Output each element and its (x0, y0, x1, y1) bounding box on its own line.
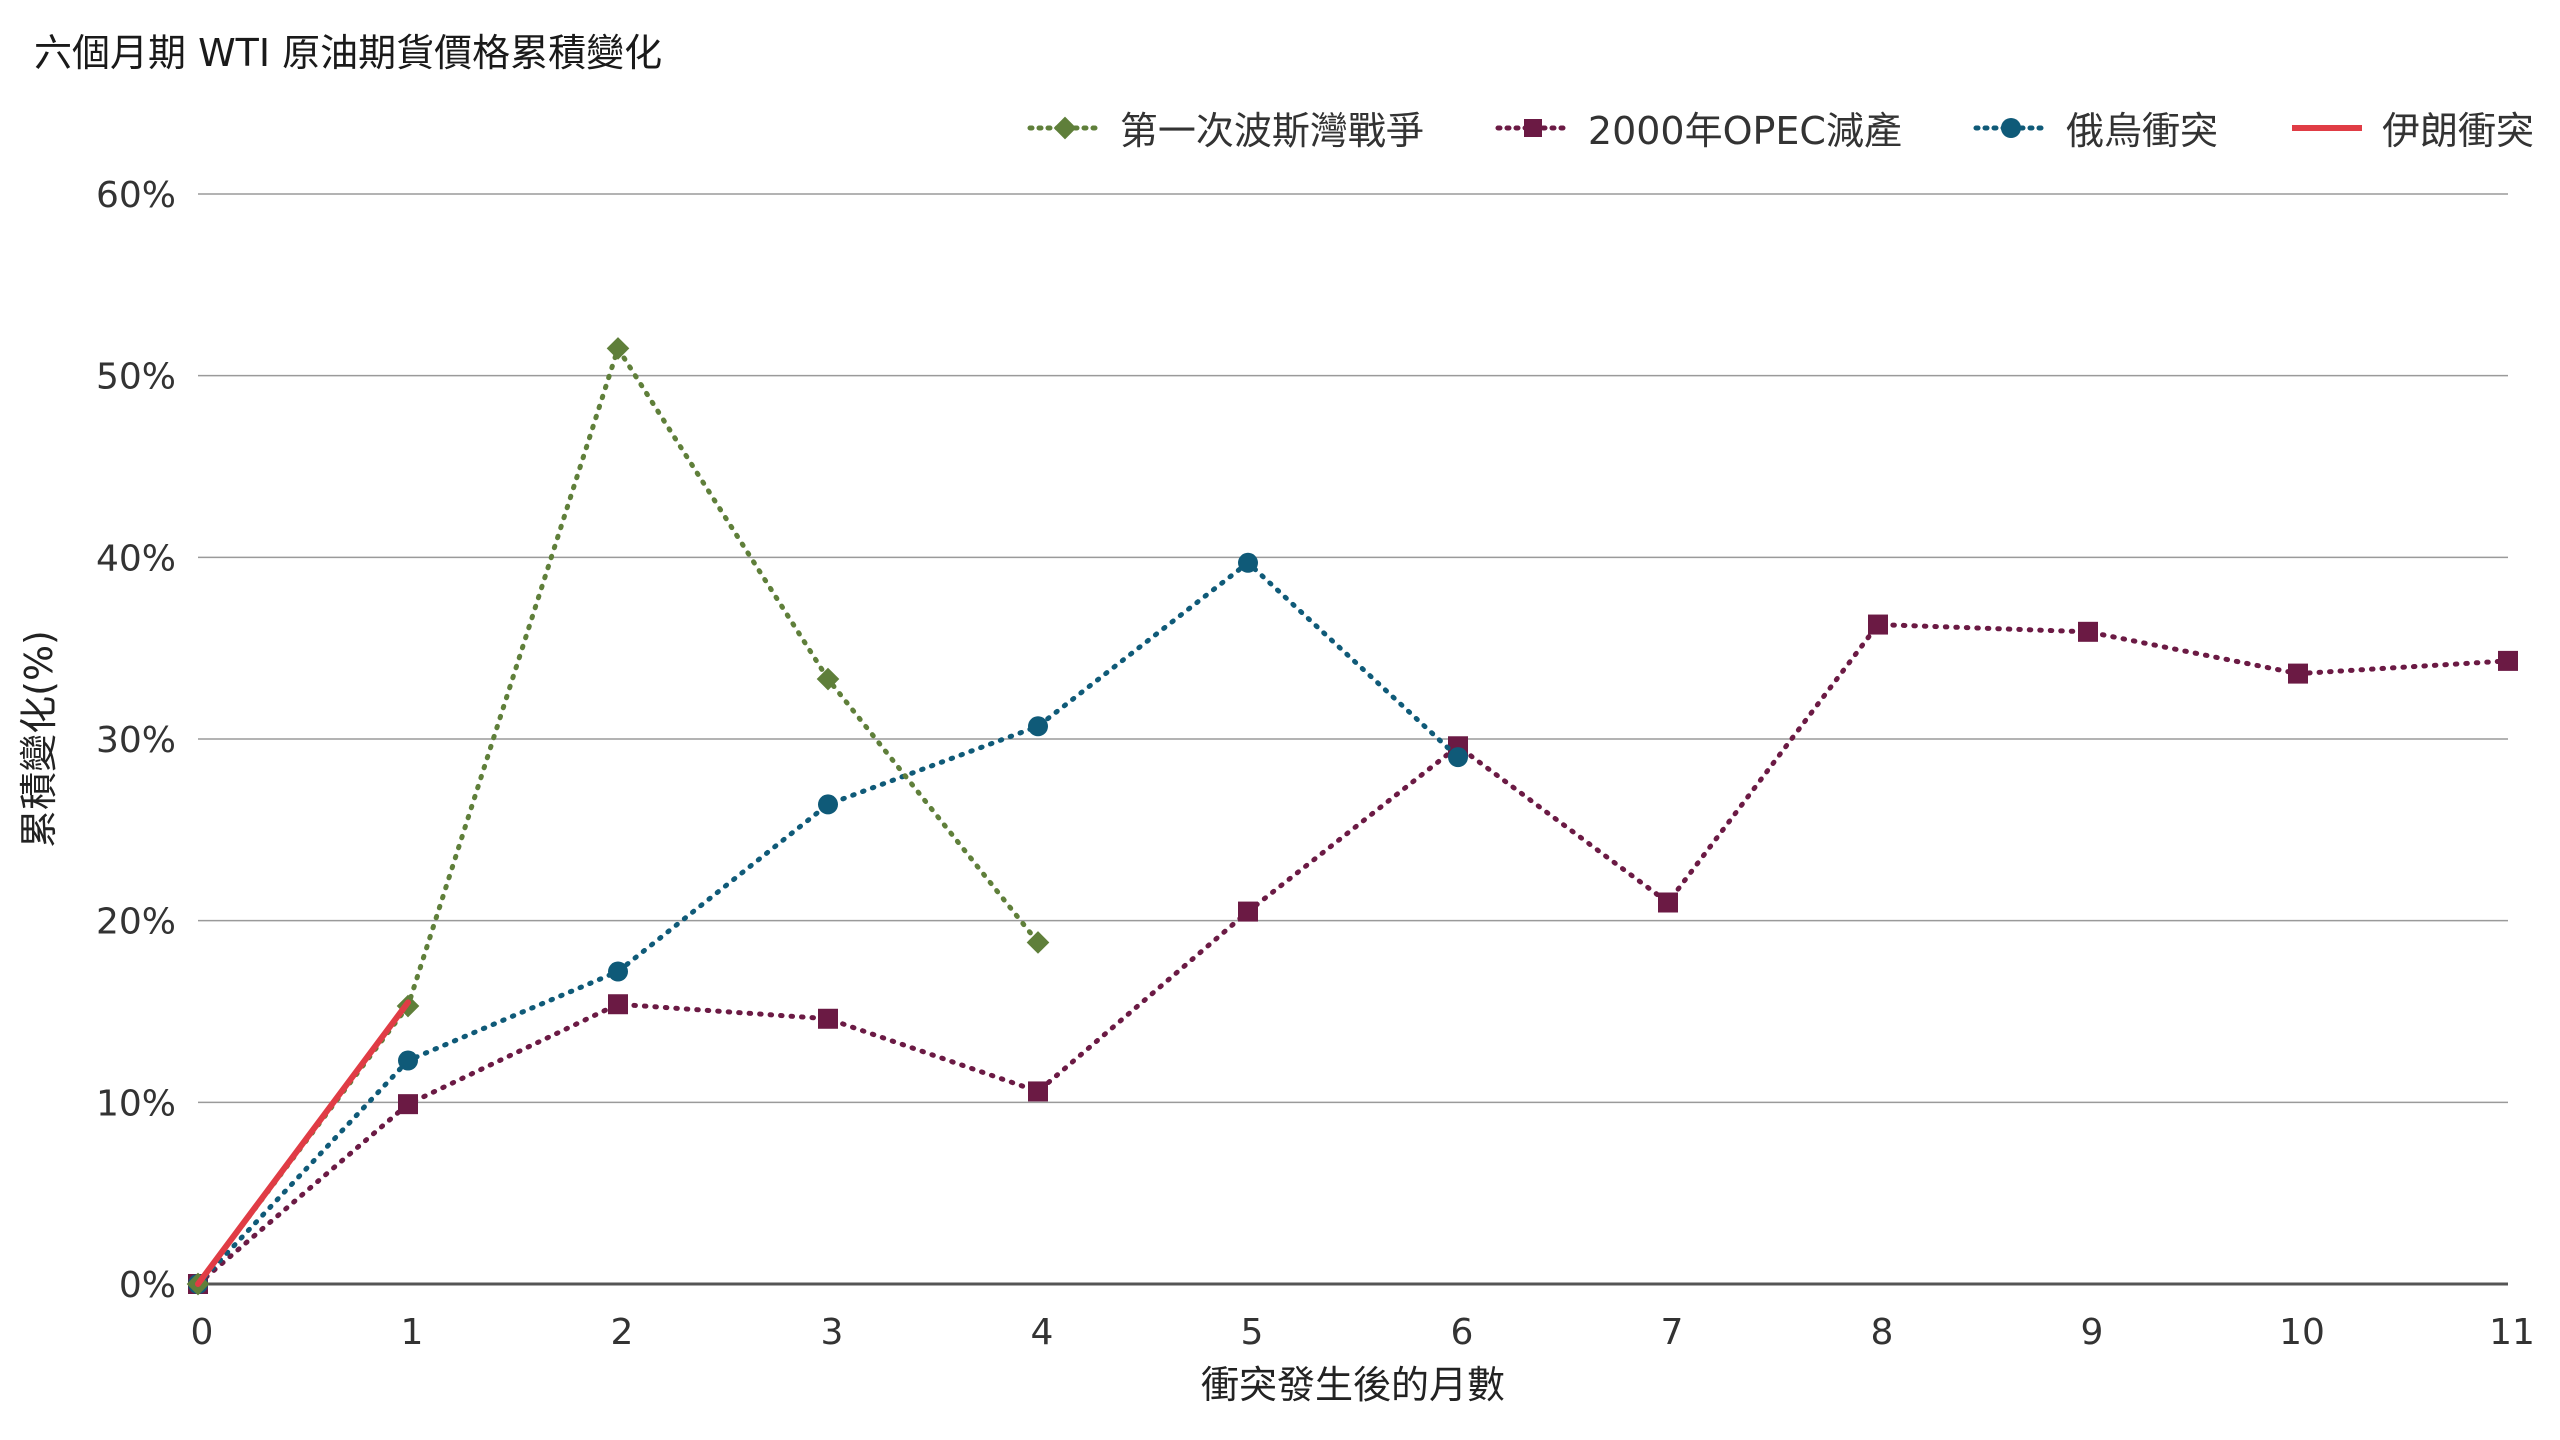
x-tick-label-8: 8 (1871, 1312, 1894, 1353)
series-1-point-9 (2078, 621, 2098, 642)
series-1-point-5 (1238, 901, 1258, 922)
legend-label-opec-cut: 2000年OPEC減產 (1587, 109, 1902, 153)
legend-item-opec-cut: 2000年OPEC減產 (1494, 100, 1902, 155)
x-tick-label-6: 6 (1451, 1312, 1474, 1353)
series-1-point-2 (608, 994, 628, 1015)
legend: 第一次波斯灣戰爭 2000年OPEC減產 俄烏衝突 伊朗衝突 (1026, 100, 2534, 155)
series-2 (188, 552, 1468, 1294)
x-tick-label-5: 5 (1241, 1312, 1264, 1353)
y-tick-label-6: 60% (96, 175, 176, 216)
x-tick-label-0: 0 (191, 1312, 214, 1353)
x-tick-label-1: 1 (401, 1312, 424, 1353)
y-axis-tick-labels: 0% 10% 20% 30% 40% 50% 60% (96, 175, 176, 1306)
legend-label-gulf-war: 第一次波斯灣戰爭 (1119, 109, 1424, 153)
legend-item-iran-conflict: 伊朗衝突 (2288, 100, 2534, 155)
x-tick-label-2: 2 (611, 1312, 634, 1353)
series-2-point-1 (398, 1050, 418, 1071)
series-1-point-11 (2498, 650, 2518, 671)
series-0-point-2 (606, 337, 630, 360)
series-0-point-3 (816, 667, 840, 691)
y-tick-label-1: 10% (96, 1083, 176, 1124)
legend-swatch-russia-ukraine (1973, 117, 2049, 138)
series-line-3 (195, 999, 411, 1287)
legend-swatch-gulf-war (1027, 116, 1103, 139)
series-3 (195, 999, 411, 1287)
legend-swatch-iran-conflict (2291, 124, 2362, 131)
series-layer (186, 337, 2518, 1296)
x-tick-label-10: 10 (2279, 1312, 2325, 1353)
chart-title: 六個月期 WTI 原油期貨價格累積變化 (34, 31, 663, 75)
series-1-point-1 (398, 1094, 418, 1115)
legend-label-russia-ukraine: 俄烏衝突 (2065, 109, 2218, 153)
y-axis-title: 累積變化(%) (17, 630, 61, 848)
gridlines (198, 193, 2508, 1286)
x-tick-label-11: 11 (2489, 1312, 2535, 1353)
x-tick-label-3: 3 (821, 1312, 844, 1353)
series-1-point-3 (818, 1008, 838, 1029)
legend-swatch-opec-cut (1495, 118, 1571, 137)
y-tick-label-2: 20% (96, 902, 176, 943)
x-tick-label-9: 9 (2081, 1312, 2104, 1353)
series-line-0 (195, 345, 1041, 1287)
x-axis-tick-labels: 0 1 2 3 4 5 6 7 8 9 10 11 (191, 1312, 2535, 1353)
legend-item-gulf-war: 第一次波斯灣戰爭 (1026, 100, 1424, 155)
series-1-point-4 (1028, 1081, 1048, 1102)
y-tick-label-3: 30% (96, 720, 176, 761)
series-2-point-5 (1238, 552, 1258, 573)
series-0 (186, 337, 1050, 1296)
series-2-point-4 (1028, 716, 1048, 737)
series-1 (188, 614, 2518, 1294)
series-1-point-10 (2288, 663, 2308, 684)
x-axis-title: 衝突發生後的月數 (1201, 1363, 1505, 1407)
y-tick-label-4: 40% (96, 538, 176, 579)
series-1-point-8 (1868, 614, 1888, 635)
series-line-1 (195, 622, 2511, 1287)
legend-item-russia-ukraine: 俄烏衝突 (1972, 100, 2218, 155)
series-1-point-7 (1658, 892, 1678, 913)
series-2-point-6 (1448, 747, 1468, 768)
legend-label-iran-conflict: 伊朗衝突 (2381, 109, 2534, 153)
series-2-point-2 (608, 961, 628, 982)
y-tick-label-0: 0% (119, 1265, 176, 1306)
y-tick-label-5: 50% (96, 357, 176, 398)
series-0-point-4 (1026, 931, 1050, 954)
x-tick-label-7: 7 (1661, 1312, 1684, 1353)
x-tick-label-4: 4 (1031, 1312, 1054, 1353)
series-2-point-3 (818, 794, 838, 815)
